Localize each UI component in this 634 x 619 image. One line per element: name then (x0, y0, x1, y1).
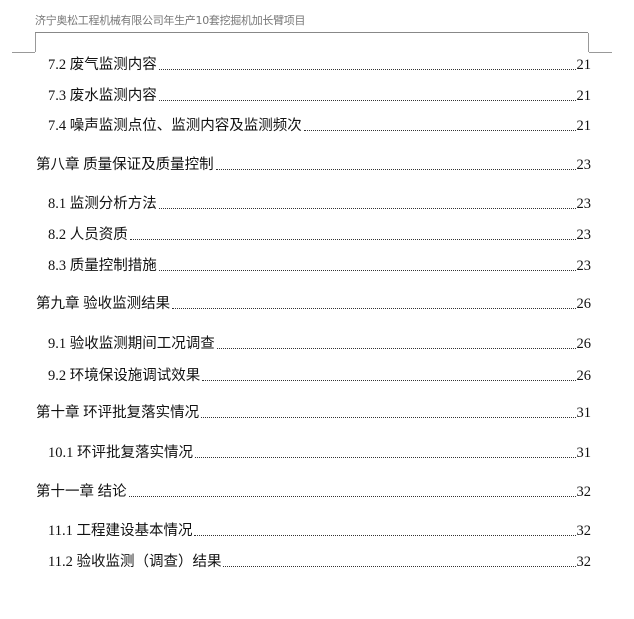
toc-entry[interactable]: 11.2 验收监测（调查）结果 32 (48, 551, 591, 571)
toc-entry-page: 26 (576, 368, 592, 384)
dot-leader (158, 208, 576, 209)
margin-mark-right-h (589, 52, 612, 53)
toc-entry-title: 11.1 工程建设基本情况 (48, 523, 193, 539)
dot-leader (215, 169, 576, 170)
toc-entry[interactable]: 7.2 废气监测内容 21 (48, 54, 591, 74)
toc-entry[interactable]: 第九章 验收监测结果 26 (36, 293, 591, 313)
toc-entry-page: 23 (576, 157, 592, 173)
dot-leader (223, 566, 576, 567)
toc-entry-page: 32 (576, 484, 592, 500)
dot-leader (172, 308, 576, 309)
toc-entry-page: 21 (576, 118, 592, 134)
toc-entry-title: 第十章 环评批复落实情况 (36, 405, 200, 421)
toc-entry-page: 23 (576, 227, 592, 243)
toc-entry-page: 26 (576, 296, 592, 312)
margin-mark-right (588, 33, 589, 52)
toc-entry-title: 9.1 验收监测期间工况调查 (48, 336, 215, 352)
toc-entry-title: 8.2 人员资质 (48, 227, 128, 243)
toc-entry-title: 第九章 验收监测结果 (36, 296, 171, 312)
toc-entry[interactable]: 11.1 工程建设基本情况 32 (48, 520, 591, 540)
running-header: 济宁奥松工程机械有限公司年生产10套挖掘机加长臂项目 (35, 14, 306, 27)
toc-entry-page: 32 (576, 523, 592, 539)
toc-entry-page: 32 (576, 554, 592, 570)
toc-entry-title: 第八章 质量保证及质量控制 (36, 157, 214, 173)
toc-entry[interactable]: 8.1 监测分析方法 23 (48, 193, 591, 213)
toc-entry[interactable]: 10.1 环评批复落实情况 31 (48, 442, 591, 462)
toc-entry-title: 9.2 环境保设施调试效果 (48, 368, 201, 384)
header-rule (35, 32, 588, 33)
dot-leader (128, 496, 576, 497)
dot-leader (303, 130, 576, 131)
dot-leader (129, 239, 576, 240)
toc-entry[interactable]: 7.3 废水监测内容 21 (48, 85, 591, 105)
dot-leader (158, 69, 576, 70)
toc-entry-title: 8.3 质量控制措施 (48, 258, 157, 274)
toc-entry-page: 23 (576, 258, 592, 274)
toc-entry[interactable]: 8.2 人员资质 23 (48, 224, 591, 244)
toc-entry-title: 7.3 废水监测内容 (48, 88, 157, 104)
toc-entry-title: 10.1 环评批复落实情况 (48, 445, 193, 461)
toc-entry[interactable]: 9.1 验收监测期间工况调查 26 (48, 333, 591, 353)
toc-entry-title: 7.2 废气监测内容 (48, 57, 157, 73)
margin-mark-left (35, 33, 36, 52)
dot-leader (202, 380, 576, 381)
toc-entry-title: 11.2 验收监测（调查）结果 (48, 554, 222, 570)
toc-entry-title: 7.4 噪声监测点位、监测内容及监测频次 (48, 118, 302, 134)
margin-mark-left-h (12, 52, 35, 53)
toc-entry-title: 8.1 监测分析方法 (48, 196, 157, 212)
toc-entry[interactable]: 8.3 质量控制措施 23 (48, 255, 591, 275)
toc-entry[interactable]: 9.2 环境保设施调试效果 26 (48, 365, 591, 385)
toc-entry-page: 31 (576, 445, 592, 461)
toc-entry-page: 31 (576, 405, 592, 421)
toc-entry-page: 21 (576, 57, 592, 73)
dot-leader (158, 100, 576, 101)
toc-entry[interactable]: 第八章 质量保证及质量控制 23 (36, 154, 591, 174)
toc-entry[interactable]: 第十章 环评批复落实情况 31 (36, 402, 591, 422)
toc-entry-page: 26 (576, 336, 592, 352)
dot-leader (201, 417, 576, 418)
dot-leader (195, 457, 576, 458)
toc-entry-page: 21 (576, 88, 592, 104)
toc-entry[interactable]: 第十一章 结论 32 (36, 481, 591, 501)
dot-leader (158, 270, 576, 271)
toc-entry-title: 第十一章 结论 (36, 484, 127, 500)
toc-entry-page: 23 (576, 196, 592, 212)
toc-entry[interactable]: 7.4 噪声监测点位、监测内容及监测频次 21 (48, 115, 591, 135)
dot-leader (216, 348, 576, 349)
dot-leader (194, 535, 576, 536)
